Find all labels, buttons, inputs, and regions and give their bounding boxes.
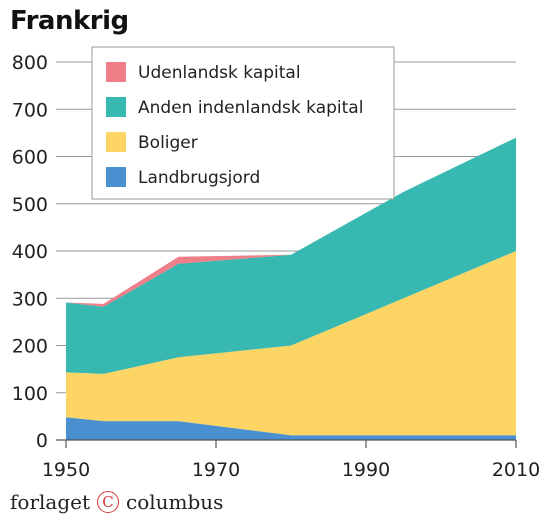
y-tick-label-100: 100	[12, 383, 48, 405]
x-axis-ticks: 1950 1970 1990 2010	[42, 439, 540, 481]
x-tick-label-1970: 1970	[192, 459, 240, 481]
legend-label-4: Landbrugsjord	[138, 168, 260, 188]
area-boliger	[66, 251, 516, 436]
legend-label-3: Boliger	[138, 133, 198, 153]
x-tick-label-2010: 2010	[492, 459, 540, 481]
area-series	[66, 137, 516, 440]
y-tick-label-500: 500	[12, 194, 48, 216]
legend-swatch-3	[106, 132, 126, 152]
legend-label-2: Anden indenlandsk kapital	[138, 98, 363, 118]
x-tick-label-1950: 1950	[42, 459, 90, 481]
chart-title: Frankrig	[10, 6, 129, 36]
y-tick-label-700: 700	[12, 99, 48, 121]
publisher-logo: forlaget C columbus	[10, 490, 223, 514]
legend-box	[91, 46, 395, 200]
y-tick-label-200: 200	[12, 336, 48, 358]
y-tick-label-400: 400	[12, 241, 48, 263]
y-tick-label-600: 600	[12, 147, 48, 169]
legend-swatch-1	[106, 62, 126, 82]
legend-swatch-2	[106, 97, 126, 117]
legend: Udenlandsk kapital Anden indenlandsk kapi…	[91, 46, 395, 200]
area-landbrugsjord	[66, 417, 516, 440]
copyright-icon: C	[97, 491, 119, 513]
y-tick-label-0: 0	[36, 430, 48, 452]
publisher-name-right: columbus	[126, 490, 224, 514]
y-axis-ticks: 0 100 200 300 400 500 600 700 800	[12, 52, 48, 452]
publisher-name-left: forlaget	[10, 490, 90, 514]
legend-swatch-4	[106, 167, 126, 187]
area-anden-indenlandsk-kapital	[66, 137, 516, 374]
y-tick-label-300: 300	[12, 288, 48, 310]
x-tick-label-1990: 1990	[342, 459, 390, 481]
y-tick-label-800: 800	[12, 52, 48, 74]
legend-label-1: Udenlandsk kapital	[138, 63, 301, 83]
